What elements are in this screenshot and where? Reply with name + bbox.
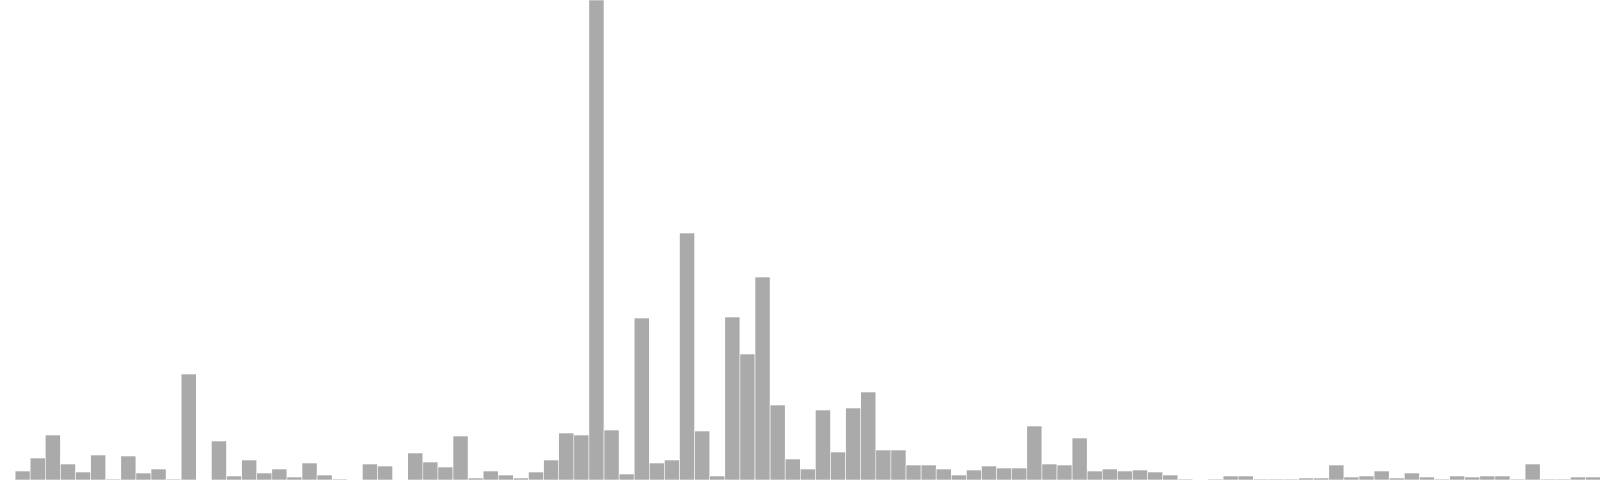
bar-74: [1117, 470, 1133, 480]
bar-18: [271, 468, 288, 480]
bar-40: [603, 429, 620, 480]
bar-43: [648, 462, 665, 480]
bar-46: [694, 430, 710, 480]
bar-47: [709, 475, 726, 480]
bar-77: [1162, 474, 1179, 480]
bar-16: [241, 459, 258, 480]
bar-54: [815, 409, 831, 480]
bar-99: [1494, 475, 1511, 480]
bar-6: [90, 454, 106, 480]
bar-49: [739, 353, 756, 480]
bar-53: [799, 468, 816, 480]
bar-70: [1056, 464, 1073, 480]
bar-91: [1373, 470, 1390, 480]
bar-60: [905, 464, 922, 480]
bar-32: [482, 470, 499, 480]
bar-10: [150, 468, 167, 480]
bar-93: [1404, 472, 1420, 480]
bar-15: [226, 475, 242, 480]
bar-82: [1237, 475, 1254, 480]
bar-9: [135, 472, 152, 480]
bar-48: [724, 316, 741, 480]
bar-50: [754, 276, 771, 480]
bar-63: [950, 474, 967, 480]
bar-4: [60, 463, 76, 480]
bar-37: [558, 432, 575, 480]
bar-20: [301, 462, 318, 480]
bar-33: [497, 474, 514, 480]
bar-21: [316, 474, 333, 480]
bar-64: [966, 469, 982, 480]
bar-73: [1102, 468, 1118, 480]
bar-57: [860, 391, 877, 480]
bar-41: [618, 473, 635, 480]
bar-81: [1222, 475, 1239, 480]
bar-69: [1041, 463, 1058, 480]
bar-94: [1419, 476, 1435, 480]
bar-98: [1479, 475, 1496, 480]
bar-61: [920, 464, 937, 480]
bar-39: [588, 0, 605, 480]
bar-38: [573, 434, 590, 480]
bar-55: [830, 451, 846, 480]
bar-76: [1147, 471, 1163, 480]
bar-67: [1011, 467, 1028, 480]
bar-59: [890, 449, 907, 480]
bar-36: [543, 459, 559, 480]
bar-68: [1026, 425, 1043, 480]
bar-17: [256, 472, 273, 480]
bar-27: [407, 452, 424, 480]
bar-88: [1328, 464, 1345, 480]
bars-group: [14, 0, 1600, 480]
bar-2: [29, 457, 46, 480]
bar-51: [769, 404, 786, 480]
bar-1: [14, 470, 31, 480]
bar-42: [633, 317, 650, 480]
bar-101: [1524, 463, 1541, 480]
bar-24: [362, 463, 378, 480]
bar-5: [75, 471, 91, 480]
bar-56: [845, 407, 861, 480]
bar-25: [377, 465, 393, 480]
bar-3: [44, 434, 61, 480]
bar-66: [996, 467, 1012, 480]
bar-35: [528, 471, 544, 480]
bar-105: [1585, 476, 1600, 480]
bar-58: [875, 449, 892, 480]
bar-30: [452, 435, 469, 480]
bar-96: [1449, 475, 1465, 480]
bar-8: [120, 455, 137, 480]
bar-14: [211, 440, 227, 480]
bar-44: [664, 459, 680, 480]
bar-75: [1132, 469, 1148, 480]
bar-72: [1086, 470, 1103, 480]
bar-12: [180, 373, 197, 480]
bar-29: [437, 466, 454, 480]
bar-45: [679, 232, 695, 480]
bar-62: [935, 468, 952, 480]
bar-71: [1071, 437, 1088, 480]
bar-52: [784, 458, 801, 480]
bar-90: [1358, 475, 1375, 480]
bar-28: [422, 461, 439, 480]
bar-65: [981, 465, 997, 480]
